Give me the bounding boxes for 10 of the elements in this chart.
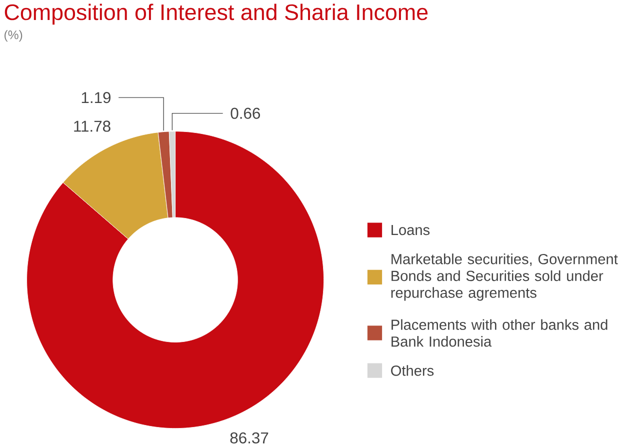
chart-subtitle: (%) bbox=[4, 30, 22, 42]
data-label: 0.66 bbox=[230, 108, 260, 119]
legend-label: Marketable securities, Government Bonds and Securities sold under repurchase agrements bbox=[391, 253, 618, 301]
data-label: 11.78 bbox=[74, 120, 110, 132]
data-label: 1.19 bbox=[82, 92, 110, 104]
legend-label: Placements with other banks and Bank Indonesia bbox=[392, 319, 608, 347]
legend-label: Others bbox=[391, 365, 434, 376]
data-label: 86.37 bbox=[230, 432, 268, 444]
chart-title: Composition of Interest and Sharia Income bbox=[4, 4, 428, 25]
legend-label: Loans bbox=[392, 224, 430, 236]
